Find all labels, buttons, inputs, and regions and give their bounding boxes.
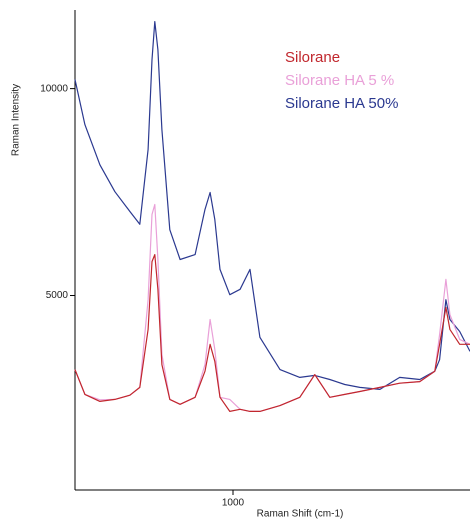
legend-label: Silorane HA 5 %	[285, 72, 394, 89]
y-tick-label: 5000	[46, 290, 69, 301]
series-line	[74, 21, 470, 390]
x-axis-title: Raman Shift (cm-1)	[257, 509, 344, 520]
legend-label: Silorane HA 50%	[285, 95, 398, 112]
x-tick-label: 1000	[222, 498, 245, 509]
y-axis-title: Raman Intensity	[11, 84, 22, 156]
series-line	[74, 254, 470, 412]
legend-label: Silorane	[285, 49, 340, 66]
series-line	[74, 203, 470, 412]
y-tick-label: 10000	[40, 83, 68, 94]
